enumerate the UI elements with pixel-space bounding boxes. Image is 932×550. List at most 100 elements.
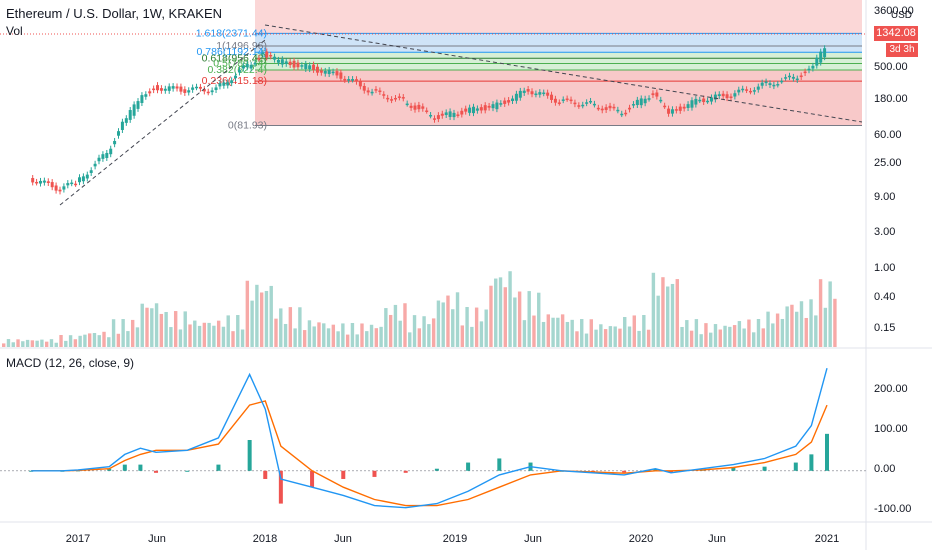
volume-bar: [44, 341, 49, 347]
volume-bar: [135, 327, 140, 347]
volume-bar: [503, 287, 507, 347]
candle-body: [639, 98, 643, 106]
candle-body: [468, 107, 472, 113]
volume-bar: [145, 307, 149, 347]
candle-body: [628, 107, 632, 110]
volume-bar: [102, 331, 106, 347]
volume-series: [2, 271, 837, 347]
candle-body: [752, 90, 756, 92]
volume-bar: [637, 330, 641, 347]
candle-body: [397, 96, 401, 98]
candle-body: [50, 182, 54, 188]
volume-bar: [441, 302, 445, 347]
macd-label[interactable]: MACD (12, 26, close, 9): [6, 356, 135, 370]
candle-body: [230, 80, 234, 84]
bar-countdown-badge: 3d 3h: [886, 43, 918, 57]
time-tick-label: Jun: [524, 533, 542, 545]
volume-bar: [130, 319, 135, 347]
macd-tick-label: 100.00: [874, 423, 908, 435]
candle-body: [323, 70, 327, 74]
candle-body: [156, 85, 160, 91]
macd-histogram-bar: [497, 458, 502, 471]
candle-body: [292, 60, 296, 68]
volume-bar: [737, 321, 742, 347]
volume-bar: [546, 314, 550, 347]
volume-bar: [388, 314, 393, 347]
volume-bar: [78, 335, 82, 347]
candle-body: [655, 92, 659, 97]
candle-body: [448, 111, 452, 117]
volume-bar: [236, 315, 240, 347]
candle-body: [175, 86, 179, 89]
candle-body: [335, 71, 339, 76]
candle-body: [608, 105, 612, 109]
candle-body: [136, 101, 140, 109]
candle-body: [405, 103, 409, 106]
volume-bar: [465, 307, 469, 347]
macd-histogram-bar: [809, 454, 814, 471]
macd-histogram-bar: [731, 467, 736, 471]
candle-body: [479, 107, 483, 111]
volume-bar: [455, 292, 460, 347]
candle-body: [241, 65, 245, 69]
candle-body: [93, 163, 97, 167]
volume-bar: [498, 277, 503, 347]
macd-histogram-bar: [278, 470, 283, 504]
volume-bar: [379, 326, 383, 347]
candle-body: [561, 99, 565, 101]
volume-bar: [121, 319, 125, 347]
volume-bar: [350, 323, 355, 347]
volume-bar: [723, 325, 727, 347]
volume-bar: [193, 320, 197, 347]
candle-body: [74, 183, 78, 186]
trendline: [59, 39, 266, 206]
candle-body: [729, 96, 733, 98]
volume-bar: [288, 307, 293, 347]
volume-bar: [83, 334, 87, 347]
volume-bar: [818, 279, 823, 347]
candle-body: [331, 71, 335, 74]
candle-body: [144, 94, 148, 97]
candle-body: [604, 107, 608, 110]
volume-bar: [54, 342, 58, 347]
candle-body: [167, 86, 171, 91]
candle-body: [105, 152, 109, 158]
candle-body: [89, 170, 93, 173]
volume-bar: [293, 328, 297, 347]
candle-body: [795, 78, 799, 81]
macd-histogram-bar: [793, 462, 798, 471]
volume-bar: [823, 307, 828, 347]
volume-bar: [809, 299, 813, 347]
volume-bar: [618, 328, 622, 347]
candle-body: [70, 182, 74, 185]
candle-body: [631, 104, 635, 106]
candle-body: [721, 93, 725, 97]
macd-histogram-bar: [403, 470, 408, 473]
macd-histogram-bar: [263, 470, 268, 479]
candle-body: [195, 86, 199, 89]
candle-body: [534, 93, 538, 96]
candle-body: [378, 90, 382, 93]
volume-bar: [570, 319, 574, 347]
fib-retracement[interactable]: 1.618(2371.44)1(1496.96)0.786(1192.14)0.…: [196, 0, 862, 131]
symbol-title[interactable]: Ethereum / U.S. Dollar, 1W, KRAKEN: [6, 6, 223, 21]
volume-bar: [64, 340, 68, 347]
candle-body: [339, 72, 343, 79]
candle-body: [218, 83, 222, 87]
volume-bar: [279, 308, 283, 347]
candle-body: [237, 69, 241, 73]
volume-bar: [164, 312, 168, 347]
macd-histogram-bar: [825, 433, 829, 471]
candle-body: [811, 65, 815, 69]
candle-body: [261, 52, 265, 55]
fib-level-label: 0.786(1192.14): [197, 46, 267, 58]
volume-bar: [756, 319, 761, 347]
volume-bar: [670, 283, 675, 347]
candle-body: [772, 84, 776, 87]
volume-bar: [603, 329, 608, 347]
volume-bar: [16, 339, 20, 347]
volume-bar: [752, 332, 756, 347]
volume-label[interactable]: Vol: [6, 24, 23, 38]
volume-bar: [599, 324, 603, 347]
candle-body: [234, 75, 238, 79]
